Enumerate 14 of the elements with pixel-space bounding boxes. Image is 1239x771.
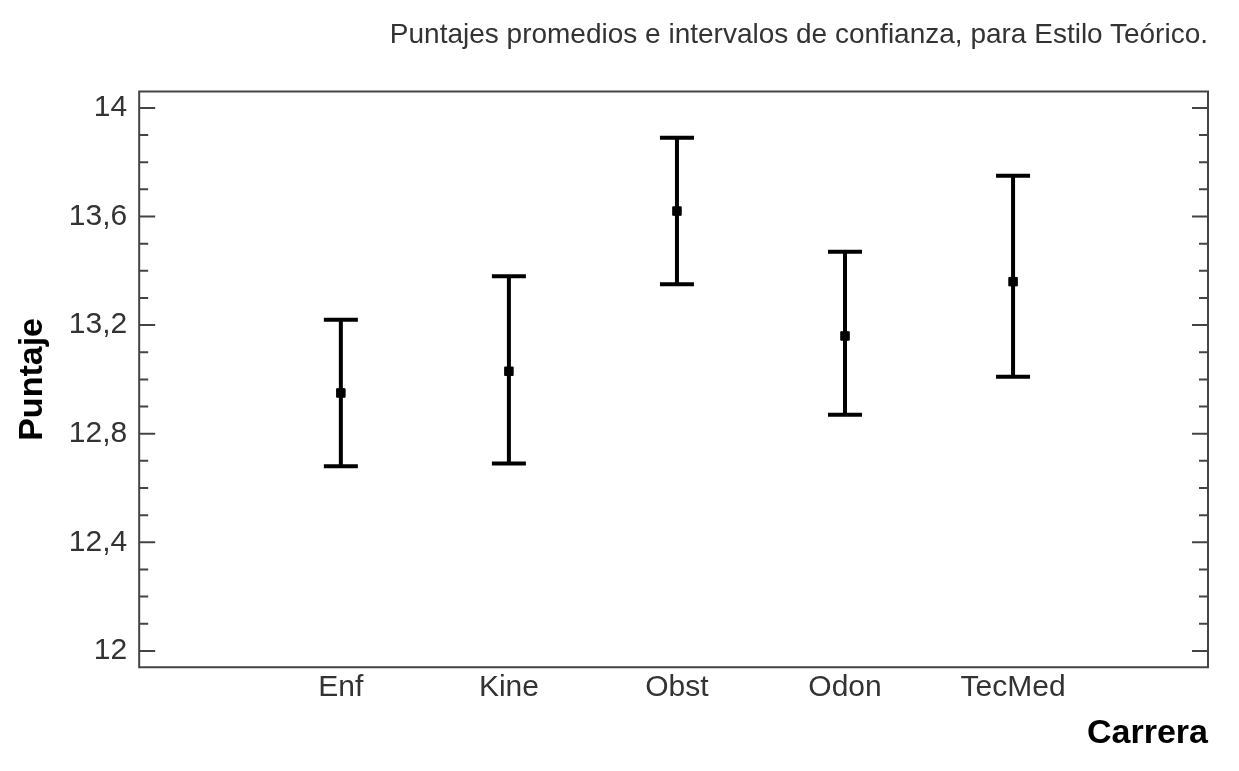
y-axis-title: Puntaje bbox=[10, 317, 49, 441]
y-tick-label: 13,2 bbox=[68, 306, 128, 340]
y-tick-label: 12,8 bbox=[68, 414, 128, 448]
x-tick-label: Obst bbox=[645, 669, 710, 703]
y-tick-label: 12,4 bbox=[68, 523, 128, 557]
y-tick-label: 14 bbox=[93, 89, 128, 123]
y-tick-label: 13,6 bbox=[68, 197, 128, 231]
y-tick-label: 12 bbox=[93, 632, 128, 666]
x-tick-label: Kine bbox=[478, 669, 539, 703]
x-tick-label: Odon bbox=[808, 669, 882, 703]
x-tick-label: Enf bbox=[318, 669, 365, 703]
chart-title: Puntajes promedios e intervalos de confianza, para Estilo Teórico. bbox=[389, 17, 1208, 49]
x-axis-title: Carrera bbox=[1087, 711, 1210, 750]
x-tick-label: TecMed bbox=[960, 669, 1066, 703]
